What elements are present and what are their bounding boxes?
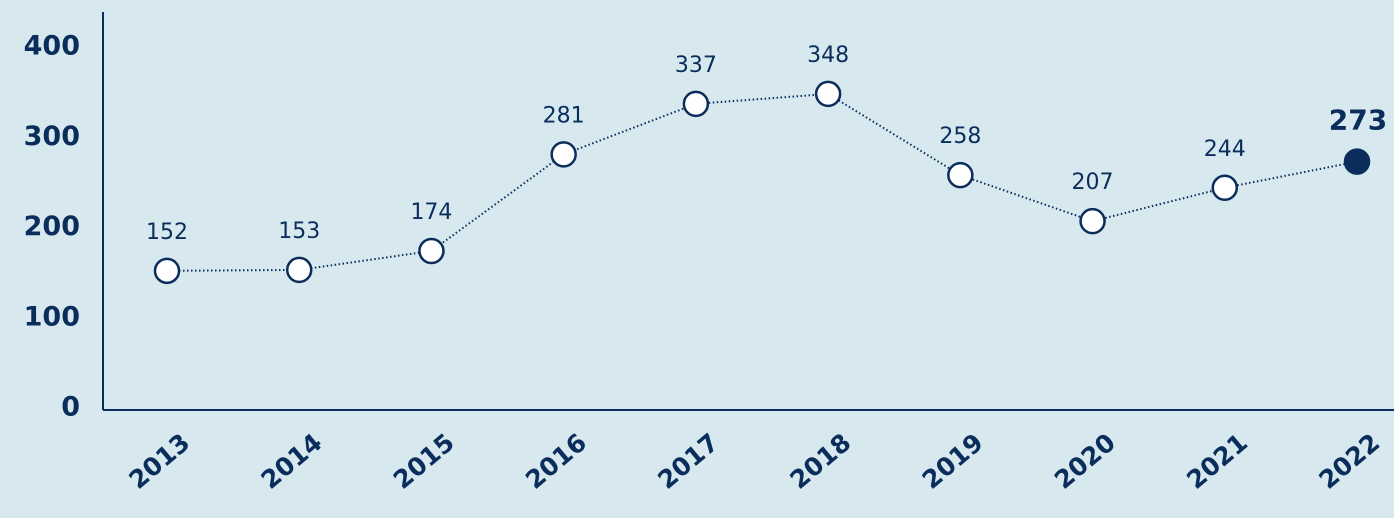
y-tick-label: 400 xyxy=(24,31,80,62)
value-label: 348 xyxy=(807,43,849,68)
data-point xyxy=(1211,174,1239,202)
data-point xyxy=(947,161,974,189)
y-tick-label: 300 xyxy=(24,121,80,152)
y-tick-label: 0 xyxy=(61,392,80,423)
data-point xyxy=(682,90,710,118)
data-point xyxy=(285,256,313,284)
line xyxy=(166,92,1358,272)
value-label: 207 xyxy=(1072,170,1114,195)
data-point xyxy=(418,237,445,265)
data-point xyxy=(153,257,181,285)
data-point xyxy=(1343,148,1371,175)
value-label: 281 xyxy=(543,103,585,128)
value-label: 153 xyxy=(278,219,320,244)
data-point xyxy=(550,141,577,168)
y-tick-label: 200 xyxy=(24,211,80,242)
value-label: 273 xyxy=(1329,104,1387,137)
value-label: 258 xyxy=(939,124,981,149)
value-label: 152 xyxy=(146,220,188,245)
data-point xyxy=(1079,207,1106,235)
value-label: 337 xyxy=(675,53,717,78)
data-point xyxy=(814,80,842,108)
value-label: 244 xyxy=(1204,137,1246,162)
y-tick-label: 100 xyxy=(24,301,80,332)
value-label: 174 xyxy=(410,200,452,225)
